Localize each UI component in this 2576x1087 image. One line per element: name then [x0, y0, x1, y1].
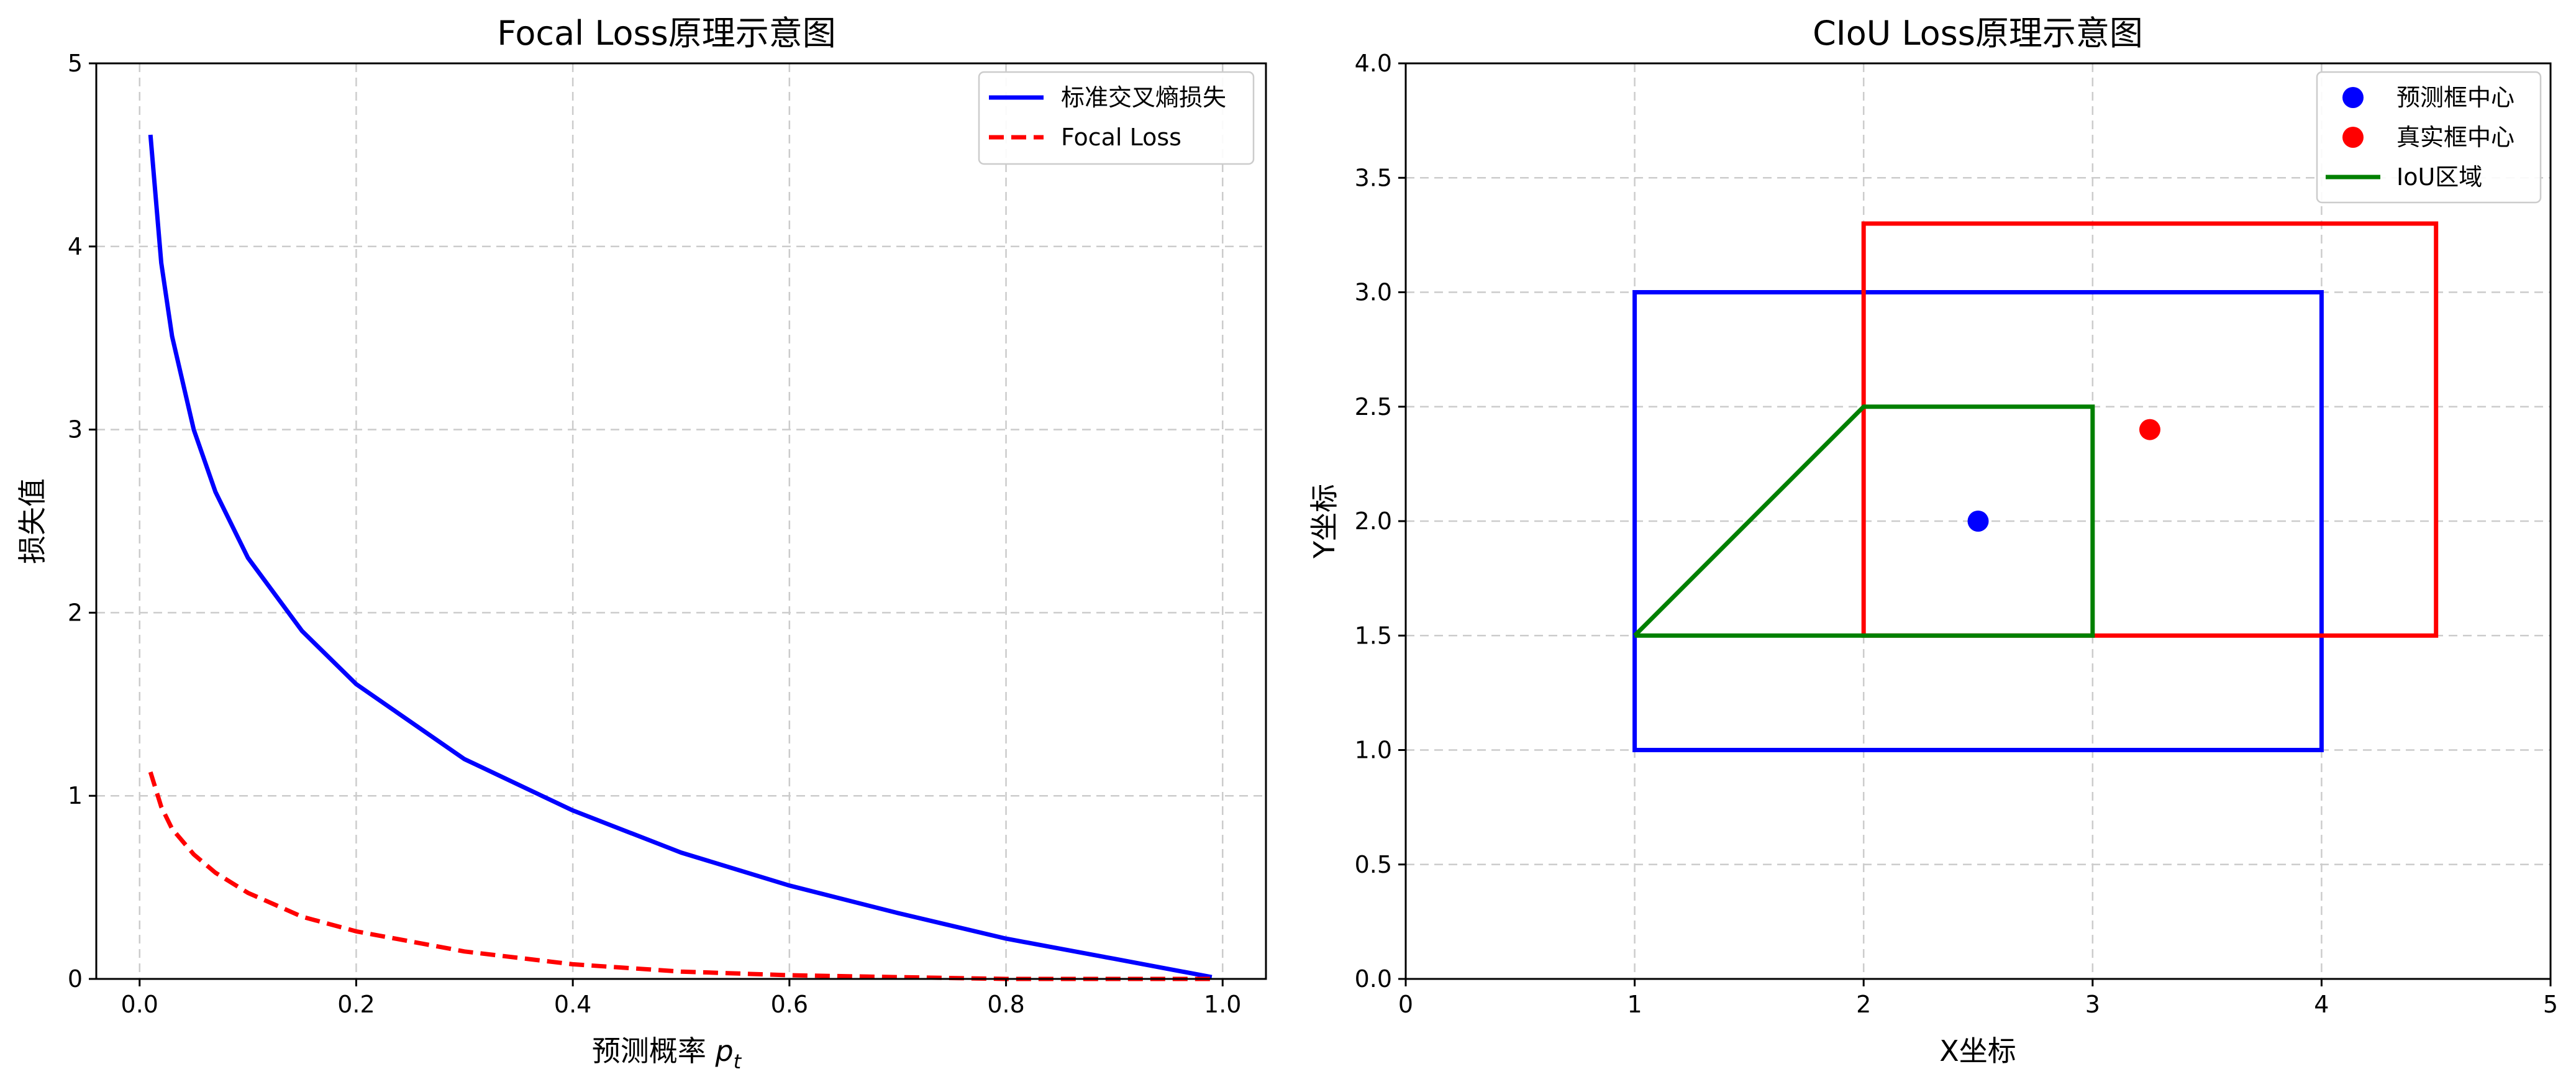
focal-loss-chart: Focal Loss原理示意图 0.0 0.2 0.4 0.6 0.8 1.0 0 1 2 3 4 5… [16, 14, 1267, 1073]
focal-legend-box [978, 71, 1255, 165]
focal-axes-frame [95, 62, 1267, 980]
focal-x-label-subscript: t [734, 1050, 742, 1073]
cross-entropy-loss-line [148, 134, 1213, 980]
y-tick-label: 5 [68, 50, 83, 77]
y-tick-label: 2.0 [1355, 507, 1392, 535]
y-tick-label: 0.0 [1355, 965, 1392, 993]
y-tick-label: 1 [68, 782, 83, 809]
ciou-legend-gt-marker [2342, 127, 2364, 148]
focal-chart-title: Focal Loss原理示意图 [497, 14, 836, 53]
x-tick-label: 3 [2085, 991, 2100, 1018]
focal-y-axis-label: 损失值 [16, 478, 49, 564]
focal-x-label-symbol: p [714, 1034, 733, 1068]
ciou-x-axis-label: X坐标 [1939, 1034, 2016, 1068]
ciou-legend-pred-label: 预测框中心 [2396, 84, 2515, 111]
focal-legend: 标准交叉熵损失 Focal Loss [978, 71, 1255, 165]
x-tick-label: 0.4 [554, 991, 591, 1018]
ciou-ticks: 0 1 2 3 4 5 0.0 0.5 1.0 1.5 2.0 2.5 3.0 3.5 4.0 [1355, 50, 2559, 1018]
x-tick-label: 0.0 [121, 991, 158, 1018]
focal-legend-focal-label: Focal Loss [1061, 124, 1181, 151]
ground-truth-center-point [2139, 419, 2160, 440]
focal-x-label-text: 预测概率 [592, 1034, 706, 1068]
x-tick-label: 2 [1856, 991, 1871, 1018]
predicted-box [1632, 290, 2324, 752]
x-tick-label: 4 [2314, 991, 2329, 1018]
y-tick-label: 1.5 [1355, 622, 1392, 649]
y-tick-label: 3.0 [1355, 279, 1392, 306]
ciou-legend-iou-label: IoU区域 [2396, 163, 2482, 191]
iou-region-outline [1633, 404, 2095, 638]
x-tick-label: 0.8 [987, 991, 1024, 1018]
y-tick-label: 4.0 [1355, 50, 1392, 77]
y-tick-label: 0 [68, 965, 83, 993]
y-tick-label: 2.5 [1355, 393, 1392, 421]
focal-ticks: 0.0 0.2 0.4 0.6 0.8 1.0 0 1 2 3 4 5 [68, 50, 1242, 1018]
y-tick-label: 1.0 [1355, 737, 1392, 764]
ciou-chart-title: CIoU Loss原理示意图 [1813, 14, 2143, 53]
predicted-center-point [1967, 511, 1989, 532]
y-tick-label: 3 [68, 416, 83, 443]
ground-truth-box [1861, 221, 2439, 638]
y-tick-label: 0.5 [1355, 851, 1392, 878]
x-tick-label: 1.0 [1204, 991, 1241, 1018]
focal-legend-ce-label: 标准交叉熵损失 [1061, 84, 1226, 111]
x-tick-label: 0 [1398, 991, 1413, 1018]
ciou-plot-area [1632, 221, 2439, 752]
y-tick-label: 3.5 [1355, 164, 1392, 191]
x-tick-label: 0.6 [771, 991, 808, 1018]
ciou-loss-chart: CIoU Loss原理示意图 0 1 2 3 4 5 0.0 0.5 1.0 1.5 2.0 2.5 3… [1308, 14, 2558, 1068]
ciou-legend-box [2316, 71, 2542, 204]
ciou-legend: 预测框中心 真实框中心 IoU区域 [2316, 71, 2542, 204]
ciou-legend-gt-label: 真实框中心 [2396, 124, 2515, 151]
x-tick-label: 0.2 [337, 991, 375, 1018]
ciou-legend-pred-marker [2342, 87, 2364, 108]
ciou-y-axis-label: Y坐标 [1308, 484, 1341, 559]
focal-x-axis-label: 预测概率 pt [592, 1034, 742, 1073]
x-tick-label: 1 [1627, 991, 1642, 1018]
y-tick-label: 2 [68, 599, 83, 626]
x-tick-label: 5 [2543, 991, 2558, 1018]
y-tick-label: 4 [68, 233, 83, 260]
